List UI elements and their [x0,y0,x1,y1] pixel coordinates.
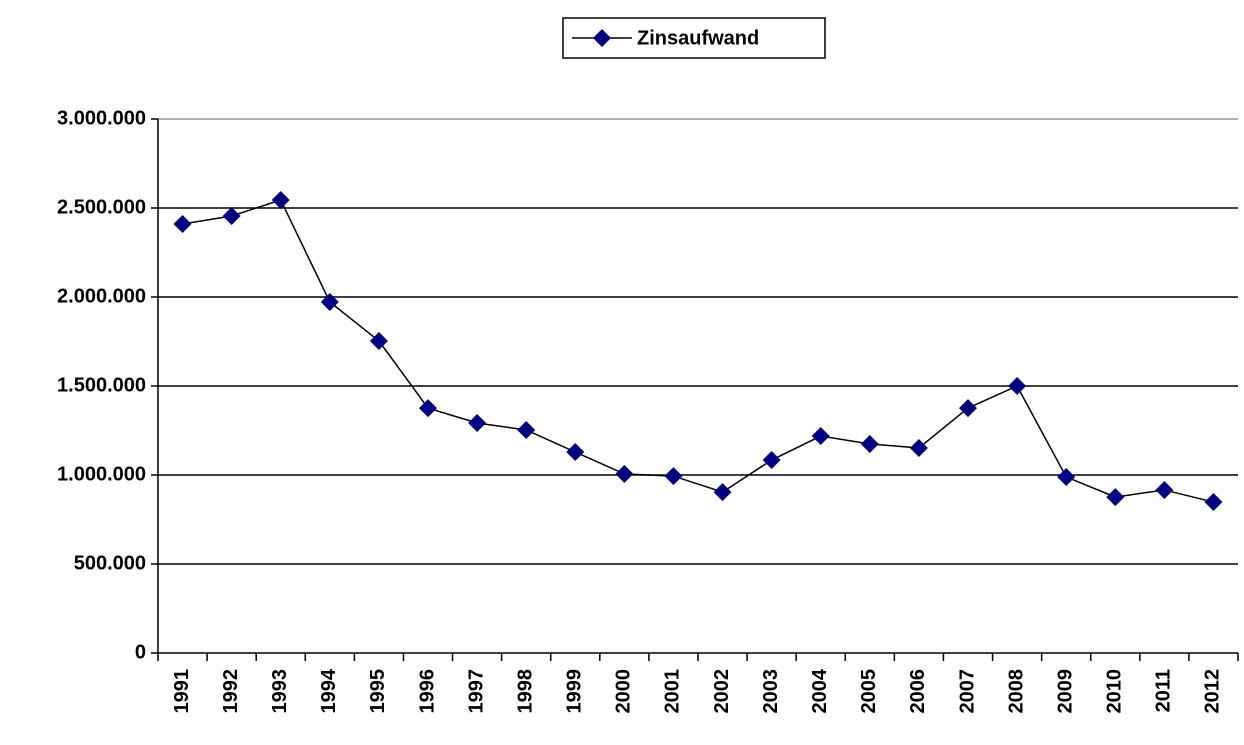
data-point [664,467,683,486]
data-point [468,414,487,433]
data-point [1106,488,1125,507]
data-point [320,292,339,311]
y-tick-label: 2.000.000 [57,285,146,307]
x-tick-label: 2006 [907,669,929,714]
x-tick-label: 2008 [1005,669,1027,714]
data-point [713,483,732,502]
x-tick-label: 2005 [858,669,880,714]
data-point [615,464,634,483]
x-tick-label: 1991 [171,669,193,714]
data-point [517,420,536,439]
x-tick-label: 2010 [1104,669,1126,714]
x-tick-label: 2007 [956,669,978,714]
y-tick-label: 0 [135,641,146,663]
y-tick-label: 500.000 [74,552,146,574]
y-tick-label: 3.000.000 [57,107,146,129]
data-point [271,190,290,209]
x-tick-label: 1999 [564,669,586,714]
data-point [419,399,437,418]
data-point [1155,480,1174,499]
legend-label: Zinsaufwand [637,27,759,49]
data-point [1008,377,1027,395]
data-point [1057,467,1076,486]
data-point [909,438,928,457]
legend-marker [593,29,611,47]
y-tick-label: 2.500.000 [57,196,146,218]
x-tick-label: 1997 [465,669,487,714]
data-point [762,451,781,470]
data-point [860,435,879,454]
x-tick-label: 2012 [1202,669,1224,714]
data-point [566,443,585,462]
x-tick-label: 1992 [220,669,242,714]
x-tick-label: 2009 [1054,669,1076,714]
y-tick-label: 1.000.000 [57,463,146,485]
data-point [369,331,388,350]
x-tick-label: 2000 [613,669,635,714]
data-point [811,427,830,446]
data-point [959,399,977,418]
x-tick-label: 1994 [318,668,340,713]
x-tick-label: 1998 [514,669,536,714]
series-line [182,199,1214,503]
data-point [1204,493,1223,512]
x-tick-label: 1996 [416,669,438,714]
x-tick-label: 2011 [1153,669,1175,712]
y-tick-label: 1.500.000 [57,374,146,396]
x-tick-label: 1993 [269,669,291,714]
data-point [173,215,192,234]
x-tick-label: 2003 [760,669,782,714]
x-tick-label: 1995 [367,669,389,714]
data-point [222,207,241,226]
x-tick-label: 2004 [809,668,831,713]
x-tick-label: 2002 [711,669,733,714]
x-tick-label: 2001 [662,669,684,714]
